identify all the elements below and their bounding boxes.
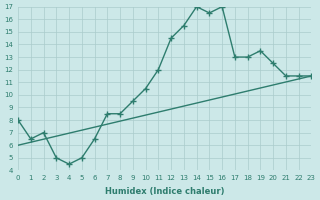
X-axis label: Humidex (Indice chaleur): Humidex (Indice chaleur) <box>105 187 224 196</box>
